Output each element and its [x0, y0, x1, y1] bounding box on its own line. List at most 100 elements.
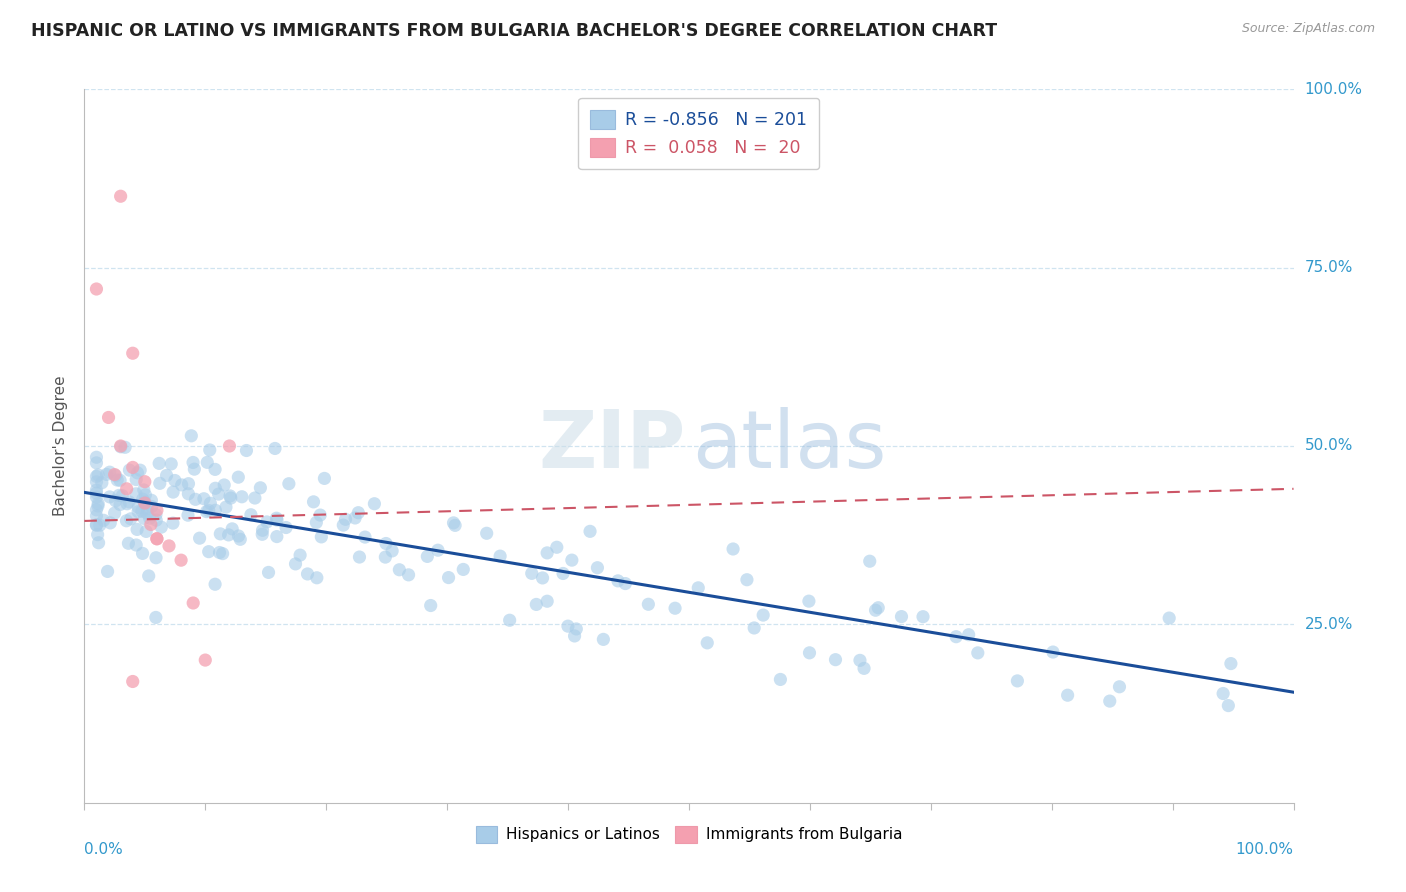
Point	[195, 455, 218, 469]
Point	[849, 653, 872, 667]
Point	[1219, 657, 1241, 671]
Point	[226, 470, 249, 484]
Point	[135, 524, 157, 539]
Point	[347, 506, 370, 520]
Point	[824, 653, 846, 667]
Point	[108, 488, 131, 502]
Point	[145, 610, 167, 624]
Point	[170, 478, 193, 492]
Point	[86, 527, 108, 541]
Point	[274, 520, 297, 534]
Point	[664, 601, 686, 615]
Point	[193, 491, 215, 506]
Point	[89, 518, 111, 533]
Point	[162, 485, 184, 500]
Point	[188, 531, 211, 545]
Point	[136, 501, 159, 516]
Point	[531, 571, 554, 585]
Point	[146, 503, 169, 517]
Point	[86, 517, 108, 532]
Point	[170, 553, 193, 567]
Point	[104, 506, 127, 520]
Point	[86, 490, 108, 504]
Point	[607, 574, 630, 588]
Point	[132, 483, 155, 497]
Point	[97, 565, 120, 579]
Point	[134, 496, 156, 510]
Point	[93, 513, 115, 527]
Point	[180, 429, 202, 443]
Point	[437, 571, 460, 585]
Point	[197, 503, 219, 517]
Point	[86, 486, 108, 500]
Point	[416, 549, 439, 564]
Point	[381, 544, 404, 558]
Point	[86, 483, 108, 497]
Point	[335, 512, 357, 526]
Point	[149, 476, 172, 491]
Point	[524, 598, 547, 612]
Point	[108, 474, 131, 488]
Point	[799, 646, 821, 660]
Point	[181, 455, 204, 469]
Point	[115, 482, 138, 496]
Point	[957, 628, 980, 642]
Point	[1056, 688, 1078, 702]
Point	[721, 541, 744, 556]
Point	[565, 622, 588, 636]
Point	[314, 471, 336, 485]
Point	[911, 609, 934, 624]
Point	[146, 532, 169, 546]
Point	[735, 573, 758, 587]
Point	[853, 661, 876, 675]
Point	[200, 496, 222, 510]
Point	[204, 481, 226, 495]
Point	[388, 563, 411, 577]
Point	[498, 613, 520, 627]
Point	[110, 440, 132, 454]
Text: 0.0%: 0.0%	[84, 842, 124, 856]
Point	[426, 543, 449, 558]
Point	[127, 466, 149, 480]
Point	[752, 608, 775, 623]
Text: 75.0%: 75.0%	[1305, 260, 1353, 275]
Point	[194, 653, 217, 667]
Point	[121, 674, 143, 689]
Point	[86, 518, 108, 533]
Point	[146, 532, 169, 546]
Point	[87, 535, 110, 549]
Point	[249, 481, 271, 495]
Point	[266, 530, 288, 544]
Text: 25.0%: 25.0%	[1305, 617, 1353, 632]
Point	[104, 467, 127, 482]
Point	[520, 566, 543, 581]
Point	[536, 546, 558, 560]
Point	[305, 516, 328, 530]
Point	[145, 508, 167, 522]
Point	[564, 629, 586, 643]
Point	[309, 508, 332, 522]
Point	[592, 632, 614, 647]
Point	[614, 576, 637, 591]
Point	[125, 487, 148, 501]
Point	[207, 487, 229, 501]
Point	[561, 553, 583, 567]
Point	[966, 646, 988, 660]
Point	[86, 282, 108, 296]
Point	[375, 536, 398, 550]
Point	[105, 473, 128, 487]
Point	[257, 566, 280, 580]
Point	[218, 528, 240, 542]
Point	[228, 529, 250, 543]
Point	[266, 511, 288, 525]
Point	[138, 511, 160, 525]
Point	[204, 462, 226, 476]
Point	[332, 518, 354, 533]
Text: ZIP: ZIP	[538, 407, 685, 485]
Point	[177, 508, 200, 523]
Point	[475, 526, 498, 541]
Point	[127, 505, 149, 519]
Point	[115, 497, 138, 511]
Point	[131, 546, 153, 560]
Point	[127, 523, 149, 537]
